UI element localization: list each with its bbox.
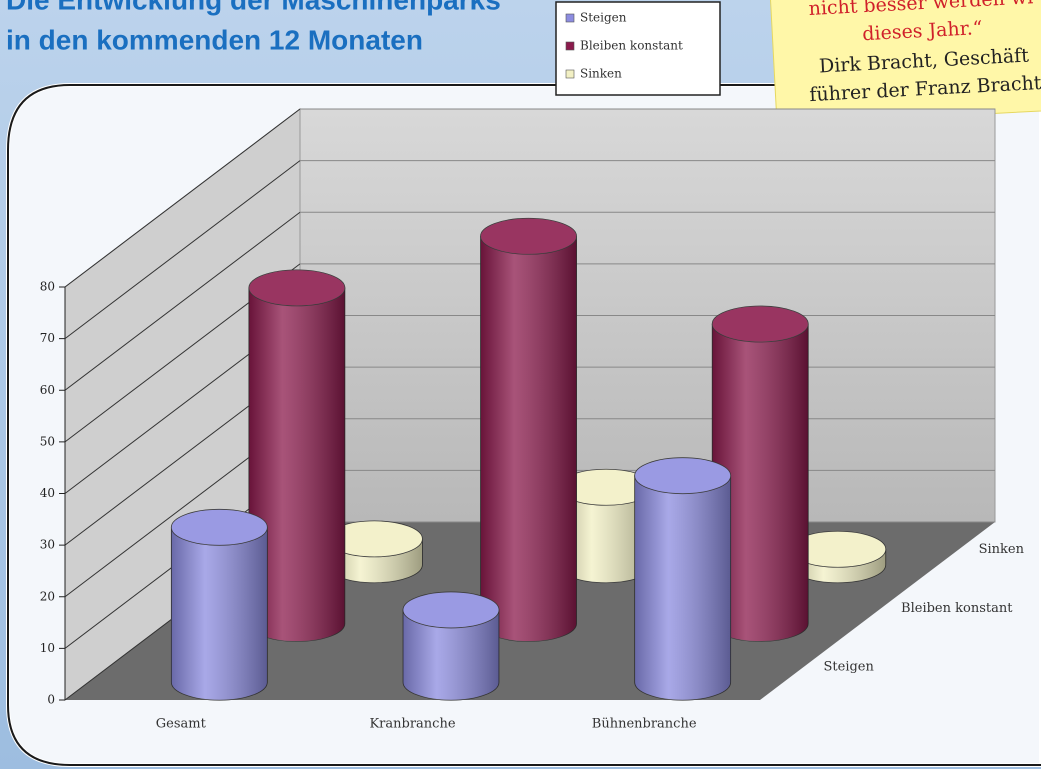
cylinder-shade	[712, 324, 809, 642]
cylinder-top	[711, 305, 809, 343]
legend	[555, 1, 721, 96]
chart-title: Die Entwicklung der Maschinenparks	[6, 0, 501, 15]
cylinder-top	[402, 591, 500, 629]
cylinder-shade	[558, 487, 655, 583]
depth-label: Bleiben konstant	[901, 601, 1013, 616]
grid-line	[64, 211, 301, 391]
y-tick-label: 10	[40, 641, 55, 655]
cylinder-top-highlight	[558, 469, 655, 506]
panel-border	[7, 150, 1041, 766]
legend-label: Sinken	[580, 67, 622, 81]
depth-label: Steigen	[824, 660, 875, 675]
y-tick-label: 80	[40, 280, 55, 294]
cylinder-top-highlight	[171, 509, 268, 546]
grid-line	[64, 108, 301, 288]
y-tick-label: 0	[47, 693, 55, 707]
cylinder-shade	[634, 475, 731, 701]
depth-label: Sinken	[979, 542, 1025, 557]
x-tick-label: Kranbranche	[369, 717, 455, 732]
cylinder-shade	[480, 236, 577, 642]
cylinder-shade	[403, 609, 499, 701]
cylinder-top	[480, 217, 577, 255]
quote-note: nicht besser werden wi dieses Jahr.“ Dir…	[769, 0, 1041, 126]
cylinder-top	[248, 269, 346, 307]
cylinder-top-highlight	[403, 591, 499, 628]
cylinder-shade	[248, 287, 345, 642]
cylinder-top-highlight	[480, 218, 577, 255]
cylinder-top-highlight	[634, 457, 731, 494]
y-tick-label: 40	[40, 486, 55, 500]
legend-swatch	[565, 69, 575, 79]
x-tick-label: Gesamt	[156, 717, 207, 732]
cylinder-shade	[171, 527, 268, 701]
plot: 0 10 20 30 40 50 60 70 80 Gesamt Kranbranche Bühnen…	[40, 107, 1025, 732]
cylinder-top-highlight	[248, 269, 345, 306]
grid-line	[64, 160, 301, 340]
cylinder-top	[634, 457, 732, 495]
x-tick-label: Bühnenbranche	[592, 717, 697, 732]
legend-swatch	[565, 13, 575, 23]
chart-title: in den kommenden 12 Monaten	[6, 24, 423, 55]
panel-border	[7, 84, 1041, 151]
y-tick-label: 30	[40, 538, 55, 552]
legend-label: Steigen	[580, 11, 627, 25]
y-tick-label: 70	[40, 331, 55, 345]
cylinder-top-highlight	[789, 531, 886, 568]
legend-label: Bleiben konstant	[580, 39, 683, 53]
legend-swatch	[565, 41, 575, 51]
y-tick-label: 60	[40, 383, 55, 397]
cylinder-top	[170, 508, 268, 546]
y-tick-label: 20	[40, 589, 55, 603]
y-tick-label: 50	[40, 434, 55, 448]
cylinder-top-highlight	[326, 520, 423, 557]
cylinder-top-highlight	[712, 306, 809, 343]
